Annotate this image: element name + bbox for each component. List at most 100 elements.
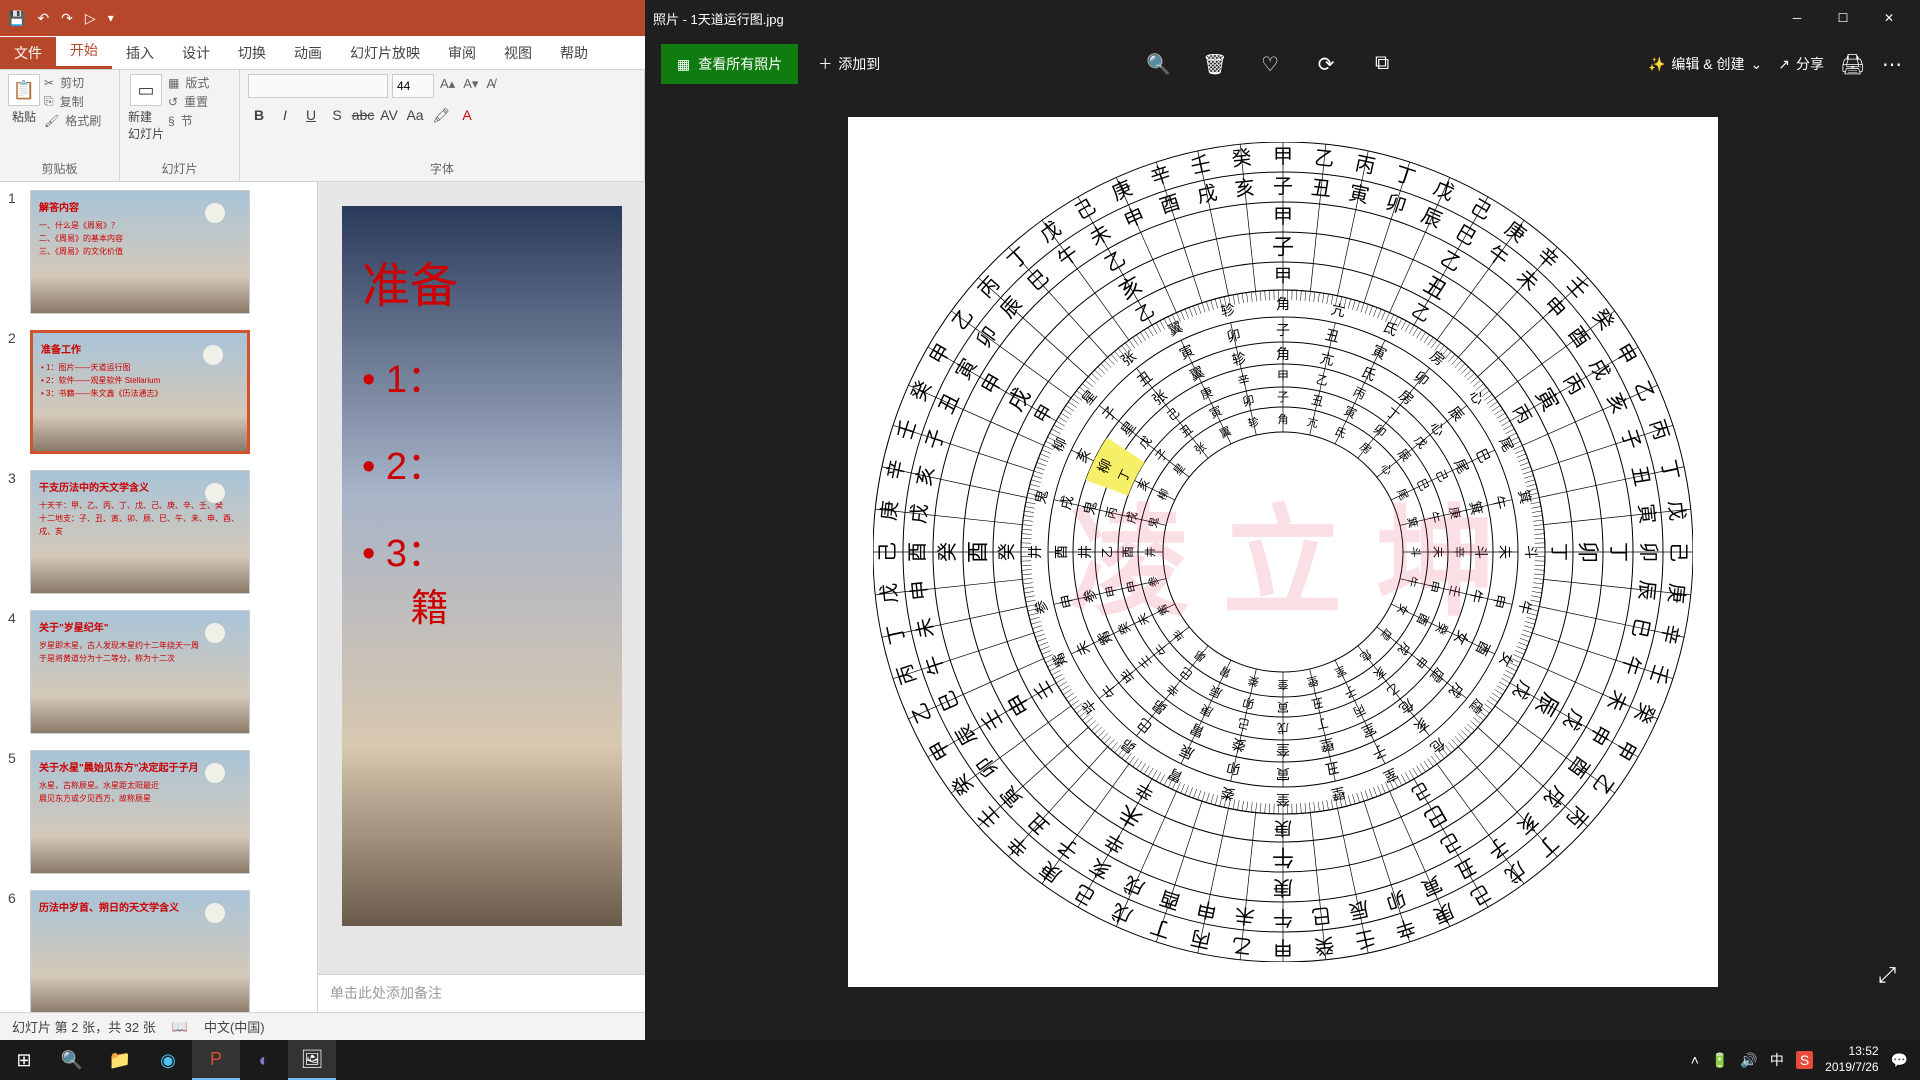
minimize-button[interactable]: ─ bbox=[1774, 0, 1820, 36]
more-icon[interactable]: ⋯ bbox=[1880, 52, 1904, 77]
section-button[interactable]: §节 bbox=[168, 112, 209, 129]
svg-text:巳: 巳 bbox=[1451, 221, 1479, 250]
share-button[interactable]: ↗ 分享 bbox=[1778, 54, 1824, 74]
battery-icon[interactable]: 🔋 bbox=[1711, 1052, 1728, 1069]
tab-home[interactable]: 开始 bbox=[56, 34, 112, 69]
reset-button[interactable]: ↺重置 bbox=[168, 93, 209, 110]
tab-design[interactable]: 设计 bbox=[168, 37, 224, 69]
highlight-button[interactable]: 🖍 bbox=[430, 104, 452, 126]
spellcheck-icon[interactable]: 📖 bbox=[172, 1019, 188, 1035]
slide-thumbnail[interactable]: 5 关于水星"晨始见东方"决定起于子月 水星，古称辰星。水星距太阳最近晨见东方或… bbox=[8, 750, 309, 874]
crop-icon[interactable]: ⧉ bbox=[1370, 52, 1394, 77]
strikethrough-button[interactable]: abc bbox=[352, 104, 374, 126]
qat-undo-icon[interactable]: ↶ bbox=[37, 10, 49, 27]
svg-text:戌: 戌 bbox=[1120, 871, 1148, 900]
tab-transitions[interactable]: 切换 bbox=[224, 37, 280, 69]
slide-thumbnail[interactable]: 1 解答内容 一、什么是《周易》？二、《周易》的基本内容三、《周易》的文化价值 bbox=[8, 190, 309, 314]
tab-help[interactable]: 帮助 bbox=[546, 37, 602, 69]
current-slide-canvas[interactable]: 准备 • 1： • 2： • 3： 籍 bbox=[342, 206, 622, 926]
svg-text:胃: 胃 bbox=[1217, 663, 1233, 679]
powerpoint-taskbar-icon[interactable]: P bbox=[192, 1040, 240, 1080]
slide-thumbnail[interactable]: 4 关于"岁星纪年" 岁星即木星，古人发现木星约十二年绕天一周于是将黄道分为十二… bbox=[8, 610, 309, 734]
photo-viewport[interactable]: 甲乙丙丁戊己庚辛壬癸甲乙丙丁戊己庚辛壬癸甲乙丙丁戊己庚辛壬癸甲乙丙丁戊己庚辛壬癸… bbox=[645, 92, 1920, 1012]
case-button[interactable]: Aa bbox=[404, 104, 426, 126]
svg-text:丑: 丑 bbox=[1177, 422, 1195, 440]
rotate-icon[interactable]: ⟳ bbox=[1314, 52, 1338, 77]
ime-indicator[interactable]: 中 bbox=[1770, 1050, 1784, 1070]
svg-text:乙: 乙 bbox=[1100, 546, 1114, 558]
tab-file[interactable]: 文件 bbox=[0, 37, 56, 69]
print-icon[interactable]: 🖨 bbox=[1840, 52, 1864, 77]
clipboard-group-label: 剪贴板 bbox=[8, 156, 111, 177]
edit-create-button[interactable]: ✨ 编辑 & 创建 ⌄ bbox=[1648, 54, 1762, 74]
tab-slideshow[interactable]: 幻灯片放映 bbox=[336, 37, 434, 69]
slide-thumbnail-panel[interactable]: 1 解答内容 一、什么是《周易》？二、《周易》的基本内容三、《周易》的文化价值 … bbox=[0, 182, 318, 1012]
add-to-button[interactable]: ＋ 添加到 bbox=[806, 44, 892, 84]
spacing-button[interactable]: AV bbox=[378, 104, 400, 126]
paste-button[interactable]: 📋 粘贴 bbox=[8, 74, 40, 129]
fullscreen-icon[interactable]: ⤢ bbox=[1878, 962, 1896, 988]
svg-text:乙: 乙 bbox=[1436, 247, 1464, 276]
font-size-input[interactable] bbox=[392, 74, 434, 98]
cut-button[interactable]: ✂剪切 bbox=[44, 74, 101, 91]
close-button[interactable]: ✕ bbox=[1866, 0, 1912, 36]
maximize-button[interactable]: ☐ bbox=[1820, 0, 1866, 36]
view-all-photos-button[interactable]: ▦ 查看所有照片 bbox=[661, 44, 798, 84]
italic-button[interactable]: I bbox=[274, 104, 296, 126]
clock[interactable]: 13:52 2019/7/26 bbox=[1825, 1044, 1878, 1075]
tab-review[interactable]: 审阅 bbox=[434, 37, 490, 69]
stellarium-icon[interactable]: ◐ bbox=[240, 1040, 288, 1080]
svg-text:壁: 壁 bbox=[1305, 674, 1319, 690]
notes-input[interactable]: 单击此处添加备注 bbox=[318, 974, 645, 1012]
tab-view[interactable]: 视图 bbox=[490, 37, 546, 69]
qat-save-icon[interactable]: 💾 bbox=[8, 10, 25, 27]
search-button[interactable]: 🔍 bbox=[48, 1040, 96, 1080]
copy-button[interactable]: ⎘复制 bbox=[44, 93, 101, 110]
decrease-font-button[interactable]: A▾ bbox=[461, 74, 480, 98]
notifications-icon[interactable]: 💬 bbox=[1891, 1052, 1908, 1069]
file-explorer-icon[interactable]: 📁 bbox=[96, 1040, 144, 1080]
language-indicator[interactable]: 中文(中国) bbox=[204, 1017, 265, 1036]
format-painter-button[interactable]: 🖌格式刷 bbox=[44, 112, 101, 129]
zoom-icon[interactable]: 🔍 bbox=[1146, 52, 1170, 77]
svg-text:星: 星 bbox=[1078, 387, 1099, 408]
slide-thumbnail[interactable]: 2 准备工作 • 1：图片——天道运行图• 2：软件——观星软件 Stellar… bbox=[8, 330, 309, 454]
svg-text:张: 张 bbox=[1192, 440, 1209, 457]
svg-text:癸: 癸 bbox=[1629, 699, 1658, 727]
shadow-button[interactable]: S bbox=[326, 104, 348, 126]
slide-thumbnail[interactable]: 3 干支历法中的天文学含义 十天干：甲、乙、丙、丁、戊、己、庚、辛、壬、癸十二地… bbox=[8, 470, 309, 594]
svg-text:壬: 壬 bbox=[1136, 653, 1154, 671]
svg-text:丁: 丁 bbox=[1148, 914, 1174, 941]
svg-text:戊: 戊 bbox=[877, 582, 902, 604]
svg-text:子: 子 bbox=[1271, 235, 1293, 260]
new-slide-button[interactable]: ▭ 新建 幻灯片 bbox=[128, 74, 164, 142]
clear-format-button[interactable]: A̸ bbox=[484, 74, 497, 98]
tab-animations[interactable]: 动画 bbox=[280, 37, 336, 69]
qat-more-icon[interactable]: ▾ bbox=[108, 11, 114, 25]
layout-button[interactable]: ▦版式 bbox=[168, 74, 209, 91]
font-color-button[interactable]: A bbox=[456, 104, 478, 126]
svg-text:酉: 酉 bbox=[1472, 639, 1492, 659]
tray-chevron-icon[interactable]: ˄ bbox=[1691, 1052, 1699, 1068]
bold-button[interactable]: B bbox=[248, 104, 270, 126]
delete-icon[interactable]: 🗑 bbox=[1202, 52, 1226, 77]
qq-browser-icon[interactable]: ◉ bbox=[144, 1040, 192, 1080]
svg-text:癸: 癸 bbox=[997, 543, 1017, 561]
underline-button[interactable]: U bbox=[300, 104, 322, 126]
increase-font-button[interactable]: A▴ bbox=[438, 74, 457, 98]
qat-redo-icon[interactable]: ↷ bbox=[61, 10, 73, 27]
qat-slideshow-icon[interactable]: ▷ bbox=[85, 10, 96, 27]
slide-bullet-3: • 3： 籍 bbox=[362, 522, 602, 632]
photos-taskbar-icon[interactable]: 🖼 bbox=[288, 1040, 336, 1080]
font-name-input[interactable] bbox=[248, 74, 388, 98]
svg-text:氐: 氐 bbox=[1332, 424, 1348, 440]
slide-thumbnail[interactable]: 6 历法中岁首、朔日的天文学含义 bbox=[8, 890, 309, 1012]
slide-edit-area[interactable]: 准备 • 1： • 2： • 3： 籍 单击此处添加备注 bbox=[318, 182, 645, 1012]
start-button[interactable]: ⊞ bbox=[0, 1040, 48, 1080]
sogou-ime-icon[interactable]: S bbox=[1796, 1051, 1813, 1069]
volume-icon[interactable]: 🔊 bbox=[1740, 1052, 1757, 1069]
svg-text:丑: 丑 bbox=[935, 390, 963, 417]
tab-insert[interactable]: 插入 bbox=[112, 37, 168, 69]
favorite-icon[interactable]: ♡ bbox=[1258, 52, 1282, 77]
svg-text:亥: 亥 bbox=[1134, 476, 1152, 493]
